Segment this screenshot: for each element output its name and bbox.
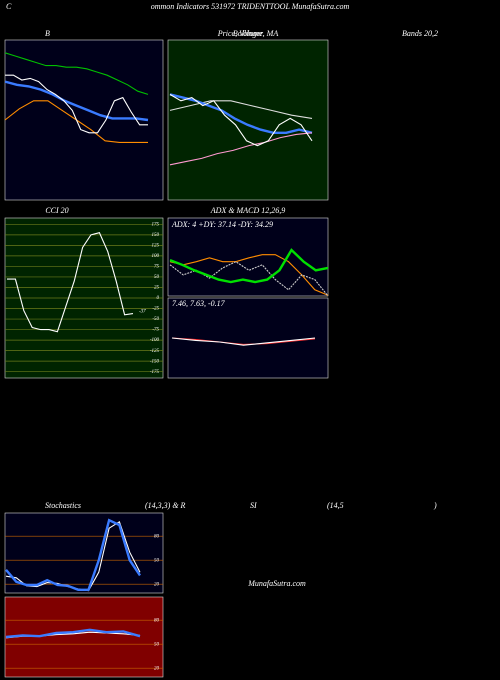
y-tick-label: 75 (154, 265, 160, 270)
y-tick-label: -125 (150, 349, 160, 354)
label: Bands 20,2 (402, 29, 438, 38)
y-tick-label: 125 (152, 244, 160, 249)
y-tick-label: 80 (154, 618, 160, 623)
y-tick-label: 50 (154, 642, 160, 647)
label: (14,5 (327, 501, 344, 510)
series-line (171, 337, 316, 345)
watermark: MunafaSutra.com (247, 579, 306, 588)
label: ADX & MACD 12,26,9 (210, 206, 285, 215)
header-c: C (6, 2, 12, 11)
y-tick-label: 175 (152, 222, 160, 227)
y-tick-label: 0 (157, 296, 160, 301)
label: ) (433, 501, 437, 510)
series-line (169, 93, 313, 135)
series-line (7, 232, 134, 333)
y-tick-label: -175 (150, 370, 160, 375)
series-line (169, 248, 329, 284)
y-tick-label: -100 (150, 338, 160, 343)
y-tick-label: -75 (152, 328, 159, 333)
y-tick-label: -25 (152, 307, 159, 312)
label: Price, Volume, MA (217, 29, 279, 38)
series-line (169, 132, 313, 166)
y-tick-label: 20 (154, 666, 160, 671)
panel (167, 39, 329, 201)
series-line (5, 74, 148, 134)
series-line (5, 518, 141, 591)
series-line (5, 628, 141, 639)
series-line (169, 100, 313, 119)
series-line (4, 80, 149, 122)
y-tick-label: 100 (152, 254, 160, 259)
panel (4, 512, 164, 594)
series-line (4, 52, 149, 95)
series-line (169, 93, 313, 147)
series-line (171, 337, 316, 346)
label: CCI 20 (45, 206, 68, 215)
panel (167, 297, 329, 379)
panel (167, 217, 329, 297)
y-tick-label: 50 (154, 558, 160, 563)
y-tick-label: 25 (154, 286, 160, 291)
label: (14,3,3) & R (145, 501, 186, 510)
y-tick-label: 80 (154, 534, 160, 539)
y-tick-label: -50 (152, 317, 159, 322)
label: B (45, 29, 50, 38)
y-tick-label: 150 (152, 233, 160, 238)
header-title: ommon Indicators 531972 TRIDENTTOOL Muna… (151, 2, 350, 11)
label: SI (250, 501, 257, 510)
value-label: -37 (139, 310, 146, 315)
adx-values: ADX: 4 +DY: 37.14 -DY: 34.29 (171, 220, 273, 229)
label: Bollinger (233, 29, 264, 38)
y-tick-label: 50 (154, 275, 160, 280)
macd-values: 7.46, 7.63, -0.17 (172, 299, 226, 308)
y-tick-label: 20 (154, 582, 160, 587)
y-tick-label: -150 (150, 359, 160, 364)
label: Stochastics (45, 501, 81, 510)
